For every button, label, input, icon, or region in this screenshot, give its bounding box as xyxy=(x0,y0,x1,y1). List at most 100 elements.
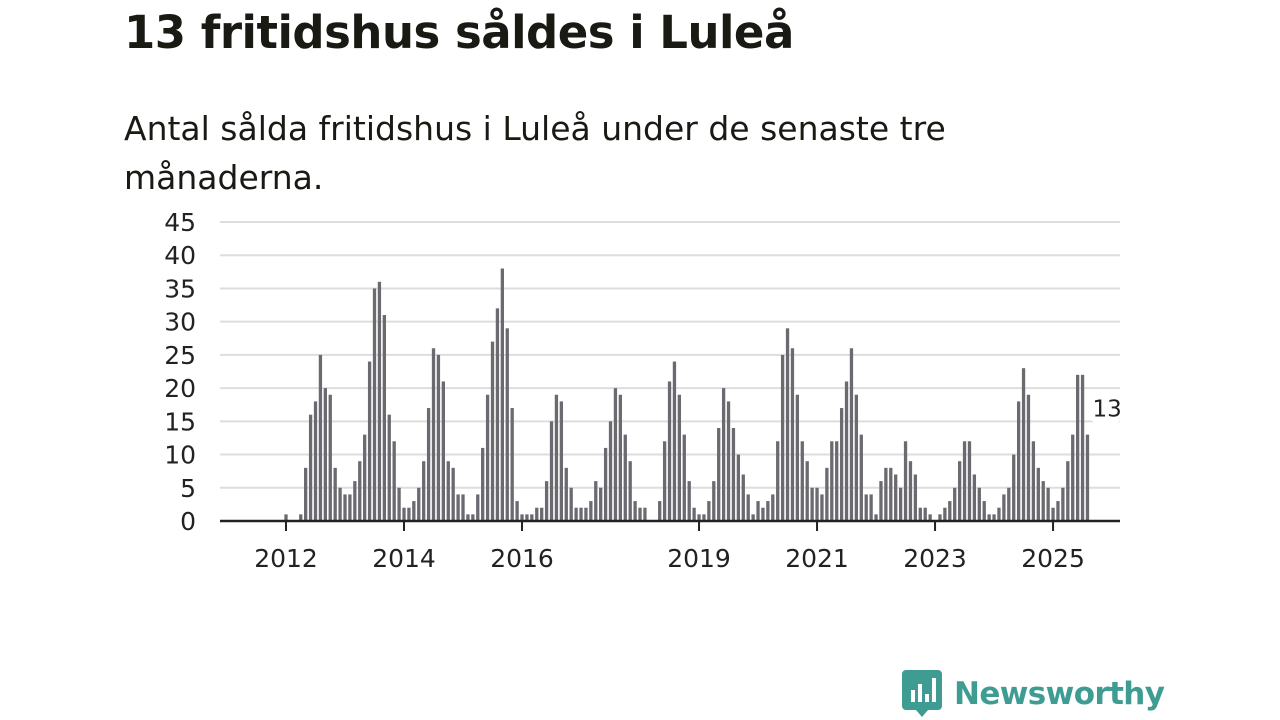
bar xyxy=(594,481,598,521)
bar-chart-logo-icon xyxy=(902,670,942,717)
bar xyxy=(397,487,401,521)
bar xyxy=(741,474,745,521)
bar xyxy=(1051,507,1055,521)
bar xyxy=(1036,467,1040,521)
bar xyxy=(864,494,868,521)
bar xyxy=(377,281,382,521)
bar xyxy=(603,447,608,521)
bar xyxy=(348,494,352,521)
bar xyxy=(677,394,682,521)
bar xyxy=(662,441,667,521)
bar xyxy=(431,348,436,521)
bar xyxy=(805,461,809,521)
bar xyxy=(997,507,1001,521)
bar xyxy=(894,474,898,521)
bar xyxy=(353,481,357,521)
bar xyxy=(913,474,918,521)
bar xyxy=(844,381,849,521)
bar xyxy=(756,501,760,521)
bar xyxy=(746,494,750,521)
bar xyxy=(530,514,534,521)
brand-name: Newsworthy xyxy=(954,676,1165,712)
bar xyxy=(471,514,475,521)
bar xyxy=(441,381,445,521)
bar xyxy=(490,341,495,521)
bar xyxy=(554,394,559,521)
bar xyxy=(589,501,593,521)
bar xyxy=(1071,434,1075,521)
y-tick-label: 0 xyxy=(180,507,196,536)
bar xyxy=(780,354,785,521)
bar xyxy=(879,481,883,521)
bar xyxy=(633,501,637,521)
bar xyxy=(776,441,780,521)
bar xyxy=(751,514,755,521)
y-tick-label: 30 xyxy=(164,308,196,337)
y-tick-label: 45 xyxy=(164,208,196,237)
chart-title: 13 fritidshus såldes i Luleå xyxy=(124,6,794,59)
bar xyxy=(1031,441,1036,521)
x-axis xyxy=(220,519,1120,531)
bar xyxy=(957,461,962,521)
bar xyxy=(1041,481,1045,521)
y-tick-label: 35 xyxy=(164,274,196,303)
x-tick-label: 2012 xyxy=(254,544,318,573)
bar xyxy=(835,441,839,521)
x-tick-label: 2019 xyxy=(667,544,731,573)
bar xyxy=(466,514,470,521)
bar xyxy=(918,507,922,521)
bar xyxy=(304,467,308,521)
bar xyxy=(938,514,942,521)
bar xyxy=(854,394,859,521)
bar xyxy=(717,427,721,521)
bar xyxy=(299,514,303,521)
bar xyxy=(962,441,967,521)
bar xyxy=(1002,494,1006,521)
bar xyxy=(510,408,514,521)
bar xyxy=(948,501,952,521)
bar xyxy=(338,487,342,521)
bar xyxy=(1075,374,1080,521)
bar xyxy=(308,414,313,521)
bar xyxy=(667,381,672,521)
bar xyxy=(343,494,347,521)
bar xyxy=(461,494,465,521)
bar xyxy=(672,361,677,521)
bar xyxy=(505,328,509,521)
bar xyxy=(1021,368,1026,521)
bar xyxy=(574,507,578,521)
bar xyxy=(1061,487,1065,521)
bar xyxy=(476,494,480,521)
bar xyxy=(436,354,441,521)
x-tick-label: 2025 xyxy=(1021,544,1085,573)
bar xyxy=(771,494,775,521)
bar xyxy=(1007,487,1011,521)
bar xyxy=(726,401,731,521)
bar xyxy=(328,394,332,521)
bar xyxy=(692,507,696,521)
bar xyxy=(451,467,455,521)
bar xyxy=(795,394,800,521)
bar xyxy=(412,501,416,521)
bar xyxy=(874,514,878,521)
bar xyxy=(549,421,554,521)
bar xyxy=(908,461,913,521)
bar xyxy=(500,268,504,521)
bar xyxy=(1046,487,1050,521)
x-tick-label: 2016 xyxy=(490,544,554,573)
callout-background xyxy=(1089,395,1124,424)
bar xyxy=(643,507,647,521)
bar xyxy=(387,414,391,521)
bar xyxy=(382,315,386,521)
bar xyxy=(284,514,288,521)
bar xyxy=(584,507,588,521)
bar xyxy=(815,487,819,521)
bar xyxy=(525,514,529,521)
highlight-callout: 13 xyxy=(1089,395,1124,424)
bar xyxy=(520,514,524,521)
bar xyxy=(839,408,844,521)
bar xyxy=(820,494,824,521)
bar xyxy=(638,507,642,521)
bar xyxy=(358,461,362,521)
bar xyxy=(446,461,450,521)
